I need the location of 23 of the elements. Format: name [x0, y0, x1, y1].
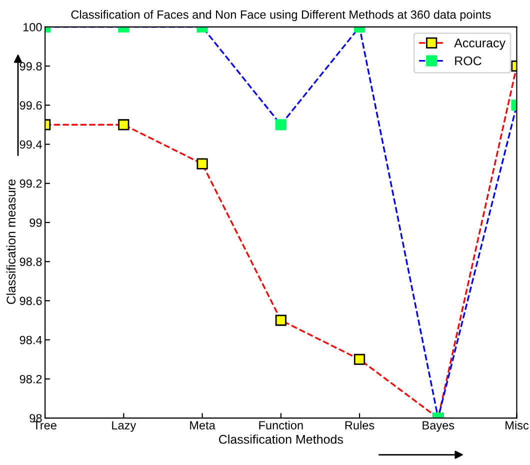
- legend-label: ROC: [455, 56, 482, 66]
- y-tick-label: 99.6: [20, 101, 42, 110]
- y-tick-label: 98.4: [20, 336, 42, 344]
- y-axis-title: Classification measure: [6, 179, 16, 304]
- x-tick-label: Misc: [506, 420, 529, 430]
- x-tick-label: Meta: [190, 421, 216, 430]
- y-tick-label: 98.8: [20, 258, 42, 266]
- legend-label: Accuracy: [454, 38, 506, 50]
- y-tick-label: 98: [30, 414, 42, 422]
- y-tick-label: 100: [23, 23, 42, 32]
- x-tick-label: Lazy: [112, 421, 136, 432]
- y-tick-label: 98.6: [20, 296, 42, 306]
- y-tick-label: 99.8: [20, 62, 42, 70]
- x-tick-label: Rules: [345, 420, 374, 430]
- x-tick-label: Bayes: [422, 421, 454, 432]
- x-tick-label: Function: [259, 420, 303, 430]
- y-tick-label: 98.2: [20, 374, 42, 384]
- y-tick-label: 99.2: [20, 179, 42, 188]
- y-tick-label: 99: [30, 218, 42, 227]
- chart-title: Classification of Faces and Non Face using Different Methods at 360 data points: [71, 10, 491, 22]
- y-tick-label: 99.4: [20, 140, 42, 149]
- x-tick-label: Tree: [33, 421, 56, 430]
- x-axis-title: Classification Methods: [219, 434, 343, 444]
